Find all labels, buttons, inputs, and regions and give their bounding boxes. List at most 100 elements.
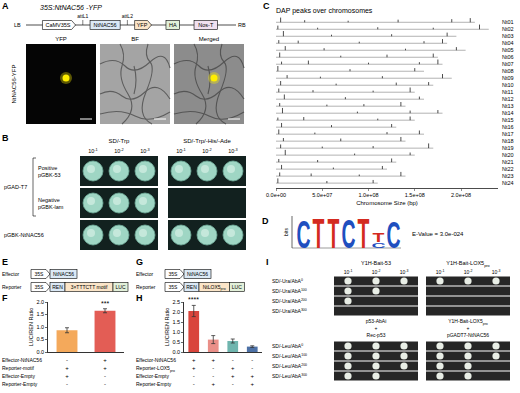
svg-text:T: T (313, 209, 325, 257)
svg-text:10-1: 10-1 (176, 148, 186, 154)
svg-text:10-3: 10-3 (228, 148, 238, 154)
svg-text:YFP: YFP (137, 22, 148, 28)
svg-text:Y1H-Bait-53: Y1H-Bait-53 (361, 260, 391, 266)
svg-text:Nt17: Nt17 (502, 131, 514, 137)
svg-text:C: C (296, 213, 310, 256)
svg-text:Nt08: Nt08 (502, 68, 514, 74)
svg-text:REN: REN (52, 284, 63, 290)
svg-text:+: + (467, 325, 470, 331)
svg-text:0.0: 0.0 (172, 349, 180, 355)
svg-text:Effector-Empty: Effector-Empty (2, 373, 35, 379)
svg-text:+: + (231, 365, 235, 371)
svg-text:+: + (231, 373, 235, 379)
svg-text:+: + (65, 365, 69, 371)
svg-text:Nt10: Nt10 (502, 82, 514, 88)
svg-text:SD/-Ura/AbA100: SD/-Ura/AbA100 (272, 288, 307, 294)
svg-text:Reporter-motif: Reporter-motif (2, 365, 35, 371)
svg-text:C: C (263, 1, 270, 11)
svg-text:0.5: 0.5 (36, 336, 44, 342)
svg-text:I: I (266, 257, 269, 267)
svg-text:E-Value = 3.0e-024: E-Value = 3.0e-024 (412, 231, 464, 237)
svg-text:Y1H-Bait-LOX5pro: Y1H-Bait-LOX5pro (446, 260, 489, 268)
svg-text:Reporter: Reporter (2, 284, 22, 290)
svg-text:Nt14: Nt14 (502, 110, 514, 116)
svg-text:Nt19: Nt19 (502, 145, 514, 151)
svg-text:F: F (2, 293, 8, 303)
svg-text:-: - (232, 357, 234, 363)
svg-text:E: E (2, 257, 8, 267)
svg-text:C: C (341, 211, 355, 257)
svg-text:3×TTTCTT motif: 3×TTTCTT motif (71, 284, 108, 290)
svg-text:G: G (136, 257, 143, 267)
svg-text:NtNAC56: NtNAC56 (187, 271, 208, 277)
svg-text:+: + (375, 325, 378, 331)
svg-text:RB: RB (238, 22, 246, 28)
svg-text:***: *** (101, 300, 109, 307)
svg-text:H: H (136, 293, 143, 303)
svg-text:10-1: 10-1 (344, 269, 353, 275)
svg-text:DAP peaks over chromosomes: DAP peaks over chromosomes (276, 7, 373, 15)
svg-text:+: + (211, 357, 215, 363)
svg-text:SD/-Trp: SD/-Trp (109, 138, 130, 144)
svg-text:SD/-Leu/AbA200: SD/-Leu/AbA200 (272, 363, 307, 369)
svg-text:NtNAC56: NtNAC56 (53, 271, 74, 277)
svg-text:Nos-T: Nos-T (198, 22, 214, 28)
svg-text:LUC/REN Ratio: LUC/REN Ratio (28, 308, 34, 347)
svg-text:Reporter-Empty: Reporter-Empty (136, 381, 172, 387)
svg-text:Nt09: Nt09 (502, 75, 514, 81)
svg-text:D: D (262, 216, 269, 226)
svg-text:Nt20: Nt20 (502, 152, 514, 158)
svg-text:Nt16: Nt16 (502, 124, 514, 130)
svg-text:1.5: 1.5 (172, 319, 180, 325)
svg-text:C: C (386, 214, 400, 255)
svg-text:10-1: 10-1 (88, 148, 98, 154)
svg-text:BF: BF (131, 36, 139, 42)
svg-text:-: - (193, 373, 195, 379)
svg-text:T: T (358, 211, 370, 257)
svg-text:-: - (212, 365, 214, 371)
svg-text:2.0: 2.0 (172, 309, 180, 315)
svg-text:Reporter-LOX5pro: Reporter-LOX5pro (136, 365, 175, 373)
svg-text:+: + (103, 357, 107, 363)
svg-text:10-2: 10-2 (202, 148, 212, 154)
svg-text:pGBK-NtNAC56: pGBK-NtNAC56 (4, 232, 44, 238)
svg-text:Negative: Negative (38, 197, 60, 203)
svg-text:pGADT7-NtNAC56: pGADT7-NtNAC56 (447, 332, 489, 338)
svg-text:10-2: 10-2 (114, 148, 124, 154)
svg-text:Nt07: Nt07 (502, 61, 514, 67)
svg-text:SD/-Ura/AbA200: SD/-Ura/AbA200 (272, 298, 307, 304)
svg-text:SD/-Ura/AbA0: SD/-Ura/AbA0 (272, 278, 303, 284)
svg-text:10-3: 10-3 (492, 269, 501, 275)
svg-text:Positive: Positive (38, 165, 57, 171)
svg-text:Nt05: Nt05 (502, 47, 514, 53)
svg-text:Effector: Effector (136, 271, 153, 277)
svg-text:+: + (250, 373, 254, 379)
svg-text:A: A (2, 1, 9, 11)
svg-text:T: T (373, 231, 385, 244)
svg-text:0.0: 0.0 (36, 349, 44, 355)
svg-text:pGBK-lam: pGBK-lam (38, 204, 64, 210)
svg-text:Nt11: Nt11 (502, 89, 513, 95)
svg-text:5.0e+07: 5.0e+07 (312, 192, 332, 198)
svg-text:LUC/REN Ratio: LUC/REN Ratio (164, 308, 170, 347)
svg-text:SD/-Trp/-His/-Ade: SD/-Trp/-His/-Ade (183, 138, 231, 144)
svg-text:Nt24: Nt24 (502, 180, 514, 186)
svg-text:-: - (193, 381, 195, 387)
svg-text:-: - (251, 365, 253, 371)
svg-text:Nt22: Nt22 (502, 166, 514, 172)
svg-text:YFP: YFP (55, 36, 67, 42)
svg-text:-: - (66, 381, 68, 387)
svg-text:Effector-NtNAC56: Effector-NtNAC56 (136, 357, 176, 363)
svg-text:+: + (103, 365, 107, 371)
svg-text:Rec-p53: Rec-p53 (367, 332, 386, 338)
svg-text:+: + (192, 357, 196, 363)
svg-text:Nt18: Nt18 (502, 138, 514, 144)
svg-text:SD/-Leu/AbA0: SD/-Leu/AbA0 (272, 343, 303, 349)
svg-text:10-2: 10-2 (372, 269, 381, 275)
svg-text:-: - (66, 357, 68, 363)
svg-text:10-3: 10-3 (400, 269, 409, 275)
svg-text:****: **** (188, 296, 199, 303)
svg-text:SD/-Leu/AbA300: SD/-Leu/AbA300 (272, 373, 307, 379)
svg-text:Nt04: Nt04 (502, 40, 514, 46)
svg-text:10-1: 10-1 (436, 269, 445, 275)
